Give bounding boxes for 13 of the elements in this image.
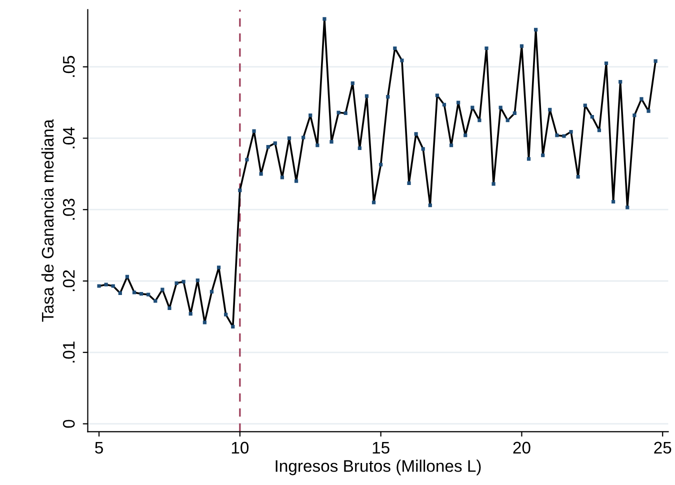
x-axis-title: Ingresos Brutos (Millones L) — [276, 460, 481, 476]
y-tick-label: .01 — [62, 342, 75, 362]
y-tick-label: 0 — [62, 420, 75, 428]
x-tick-label: 20 — [513, 442, 530, 454]
y-tick-label: .04 — [62, 127, 75, 148]
y-tick-label: .05 — [62, 56, 75, 77]
x-tick-label: 25 — [654, 442, 672, 454]
x-tick-label: 10 — [232, 442, 249, 454]
y-tick-label: .02 — [62, 270, 75, 292]
x-tick-label: 5 — [95, 442, 103, 454]
y-axis-title: Tasa de Ganancia mediana — [41, 119, 54, 322]
y-tick-label: .03 — [62, 198, 75, 220]
x-tick-label: 15 — [372, 442, 390, 454]
